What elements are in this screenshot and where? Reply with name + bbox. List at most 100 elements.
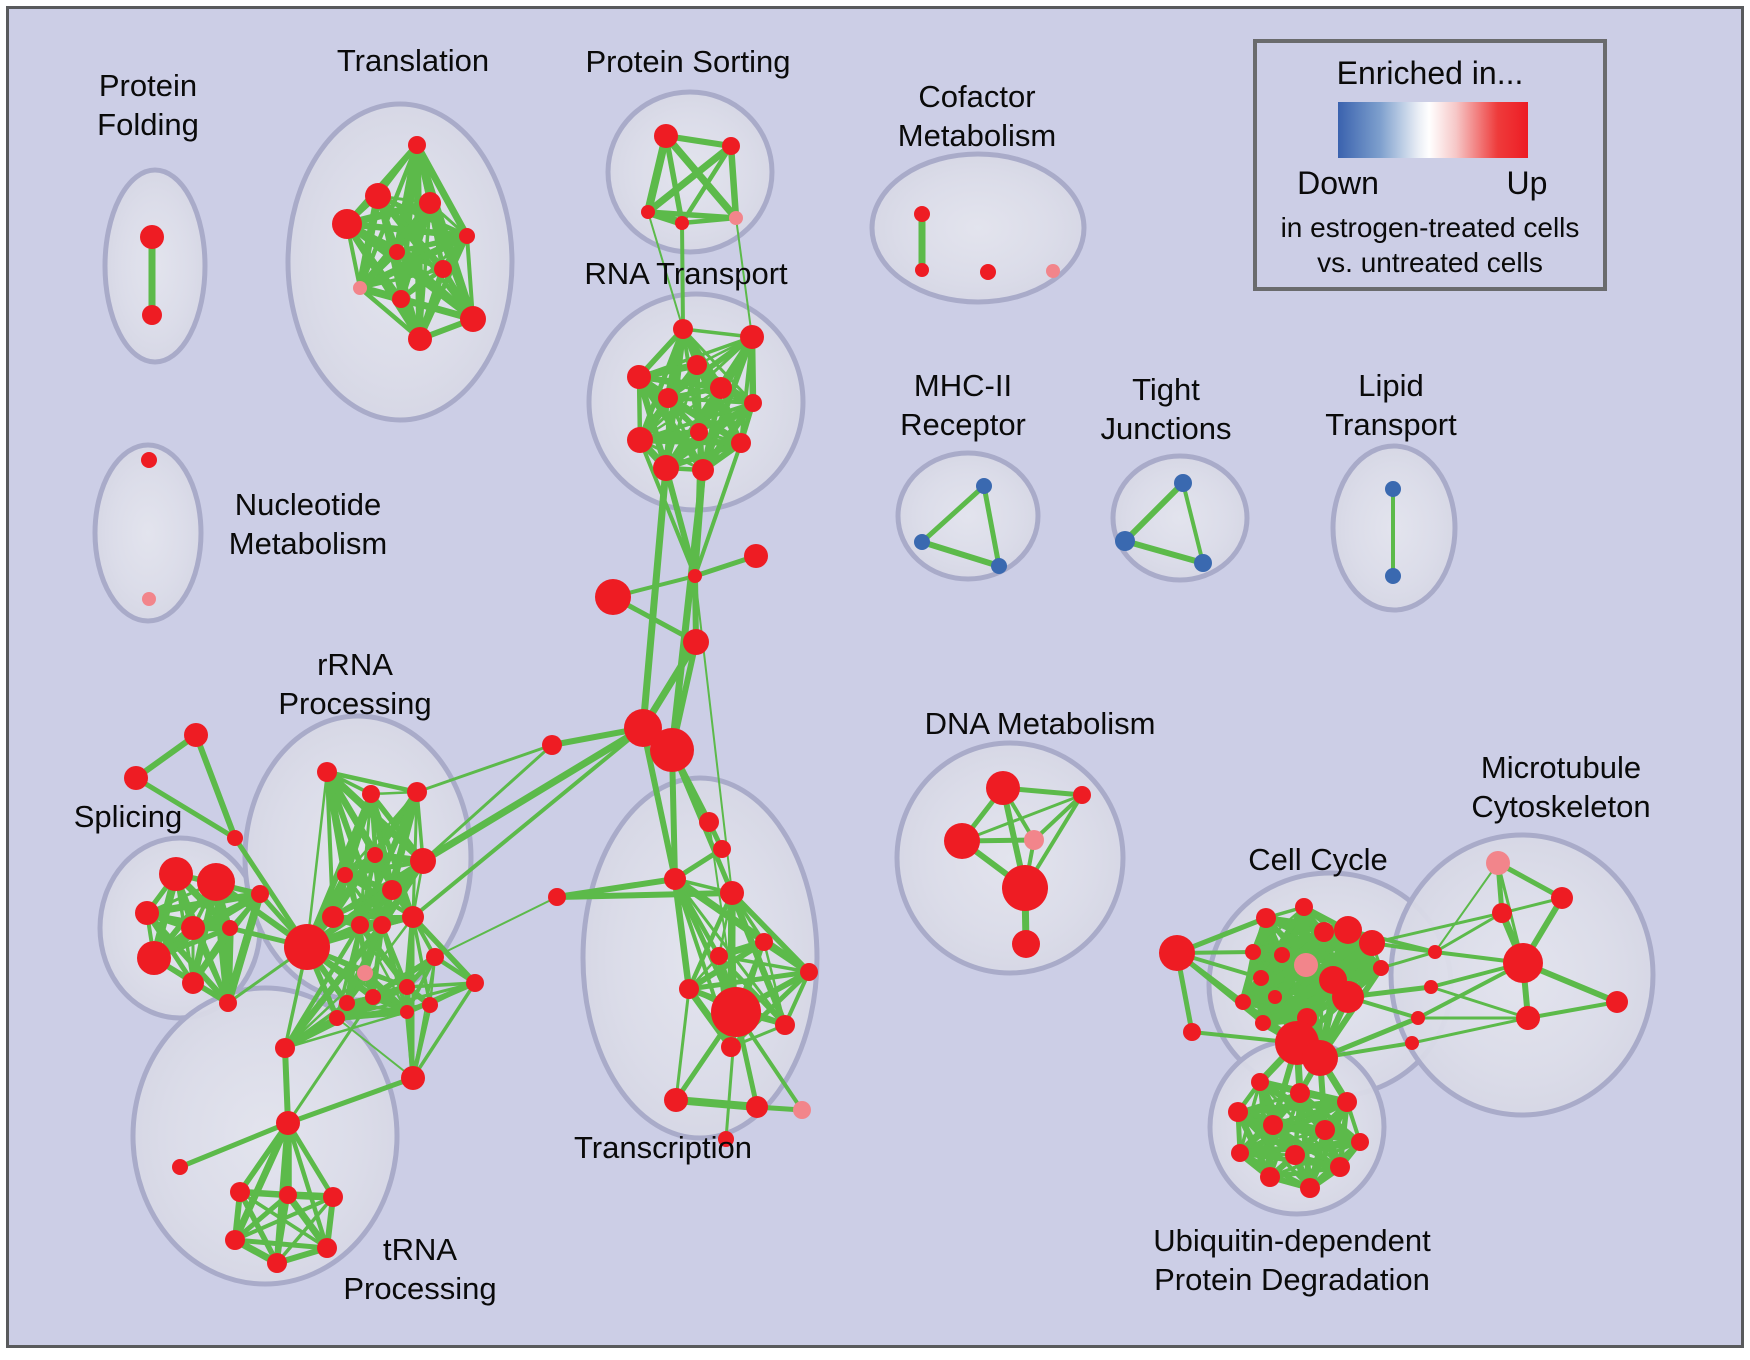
node-pf2 bbox=[142, 305, 162, 325]
node-ub3 bbox=[1337, 1092, 1357, 1112]
node-tcl bbox=[548, 888, 566, 906]
edge-rr23-rr9 bbox=[358, 923, 409, 1014]
node-cc5 bbox=[1274, 947, 1290, 963]
node-tc14 bbox=[718, 1131, 734, 1147]
edge-cc3-cc4 bbox=[1251, 905, 1306, 954]
edge-tj1-tj3 bbox=[1181, 481, 1205, 565]
node-sp6 bbox=[137, 941, 171, 975]
edge-ub10-ub11 bbox=[1267, 1164, 1343, 1180]
node-tn5 bbox=[317, 1238, 337, 1258]
cluster-label-microtubule-cytoskeleton-line1: Microtubule bbox=[1481, 750, 1641, 785]
edge-tc7-tc10 bbox=[685, 985, 735, 1051]
cluster-bubble-cofactor-metabolism bbox=[869, 151, 1087, 305]
edge-ps3-ps5 bbox=[645, 209, 739, 221]
edge-ps1-ps4 bbox=[663, 133, 685, 226]
edge-tn4-tn5 bbox=[232, 1237, 330, 1251]
node-cc10 bbox=[1334, 916, 1362, 944]
edge-rr5-rr6 bbox=[342, 858, 426, 878]
edge-ps3-rt1 bbox=[647, 211, 684, 330]
node-rt10 bbox=[731, 433, 751, 453]
node-rr20 bbox=[422, 997, 438, 1013]
node-cc13 bbox=[1332, 981, 1364, 1013]
edge-tc4-tc7 bbox=[686, 890, 735, 992]
node-cc7 bbox=[1235, 994, 1251, 1010]
node-dm4 bbox=[1024, 830, 1044, 850]
cluster-label-lipid-transport-line2: Transport bbox=[1325, 407, 1457, 442]
node-ub4 bbox=[1228, 1102, 1248, 1122]
node-tc9 bbox=[775, 1015, 795, 1035]
edge-ps4-ps5 bbox=[679, 215, 739, 226]
node-ps4 bbox=[675, 216, 689, 230]
edge-tn2-tn5 bbox=[284, 1191, 331, 1252]
node-tc10 bbox=[721, 1037, 741, 1057]
node-mc3 bbox=[1492, 903, 1512, 923]
node-lt1 bbox=[1385, 481, 1401, 497]
node-rr15 bbox=[399, 979, 415, 995]
edge-tcl-tc4 bbox=[554, 890, 735, 900]
node-sp9 bbox=[251, 885, 269, 903]
node-ub11 bbox=[1260, 1167, 1280, 1187]
node-rt3 bbox=[687, 355, 707, 375]
node-ccbig2 bbox=[1302, 1040, 1338, 1076]
node-rr16 bbox=[339, 995, 355, 1011]
node-cf3 bbox=[980, 264, 996, 280]
node-tc5 bbox=[710, 947, 728, 965]
edge-cc16-ov1 bbox=[1379, 950, 1437, 970]
edge-rt1-rt7 bbox=[681, 327, 755, 405]
cluster-label-rna-transport: RNA Transport bbox=[584, 256, 788, 291]
cluster-label-translation: Translation bbox=[337, 43, 489, 78]
edge-t4-t5 bbox=[343, 220, 471, 240]
node-tn6 bbox=[267, 1253, 287, 1273]
node-tn2 bbox=[279, 1186, 297, 1204]
node-ub7 bbox=[1351, 1133, 1369, 1151]
cluster-label-ubiquitin-degradation-line1: Ubiquitin-dependent bbox=[1153, 1223, 1431, 1258]
edge-rt1-rt9 bbox=[637, 326, 686, 443]
edge-sp3-sp8 bbox=[144, 910, 231, 1006]
edge-rr22-tnhub bbox=[285, 1075, 416, 1126]
node-hub2 bbox=[650, 728, 694, 772]
node-tc12 bbox=[746, 1096, 768, 1118]
edge-ps2-ps3 bbox=[644, 142, 735, 216]
edge-dm2-dm3 bbox=[960, 793, 1084, 843]
edge-cc15-cc16 bbox=[1260, 965, 1384, 1026]
node-sp1 bbox=[159, 857, 193, 891]
node-tn0 bbox=[172, 1159, 188, 1175]
edge-rt9-cn1 bbox=[638, 438, 697, 578]
edge-dm2-dm4 bbox=[1032, 793, 1084, 842]
node-t1 bbox=[408, 136, 426, 154]
cluster-label-lipid-transport-line1: Lipid bbox=[1358, 368, 1424, 403]
node-ps1 bbox=[654, 124, 678, 148]
node-tc7 bbox=[679, 979, 699, 999]
node-ccp bbox=[1294, 953, 1318, 977]
node-ov1 bbox=[1428, 945, 1442, 959]
legend-gradient-bar bbox=[1338, 102, 1528, 158]
node-dm5 bbox=[1002, 865, 1048, 911]
node-ov2 bbox=[1424, 980, 1438, 994]
node-rr1 bbox=[317, 762, 337, 782]
node-dm2 bbox=[1073, 786, 1091, 804]
legend-box: Enriched in... Down Up in estrogen-treat… bbox=[1253, 39, 1607, 291]
node-rr12 bbox=[426, 948, 444, 966]
edge-rr17-rr10 bbox=[281, 921, 386, 1052]
node-mchub bbox=[1503, 943, 1543, 983]
node-cf2 bbox=[915, 263, 929, 277]
edge-tnhub-tn3 bbox=[285, 1120, 336, 1200]
node-rt9 bbox=[627, 427, 653, 453]
node-tj3 bbox=[1194, 554, 1212, 572]
edge-ov4-mc6 bbox=[1410, 1016, 1530, 1045]
nodes bbox=[124, 124, 1628, 1273]
edge-rr11-hub1 bbox=[411, 726, 645, 919]
node-tn1 bbox=[230, 1182, 250, 1202]
edge-rr22-rr18 bbox=[336, 1017, 414, 1079]
edge-cc9-cc15 bbox=[1260, 929, 1327, 1026]
node-t2 bbox=[365, 183, 391, 209]
node-mc6 bbox=[1516, 1006, 1540, 1030]
node-cc4 bbox=[1245, 944, 1261, 960]
node-rt7 bbox=[744, 394, 762, 412]
edge-tc6-tc7 bbox=[686, 939, 767, 992]
edge-mcp-ov1 bbox=[1434, 862, 1499, 953]
edge-rr6-hub1 bbox=[419, 724, 647, 865]
node-cc11 bbox=[1359, 930, 1385, 956]
